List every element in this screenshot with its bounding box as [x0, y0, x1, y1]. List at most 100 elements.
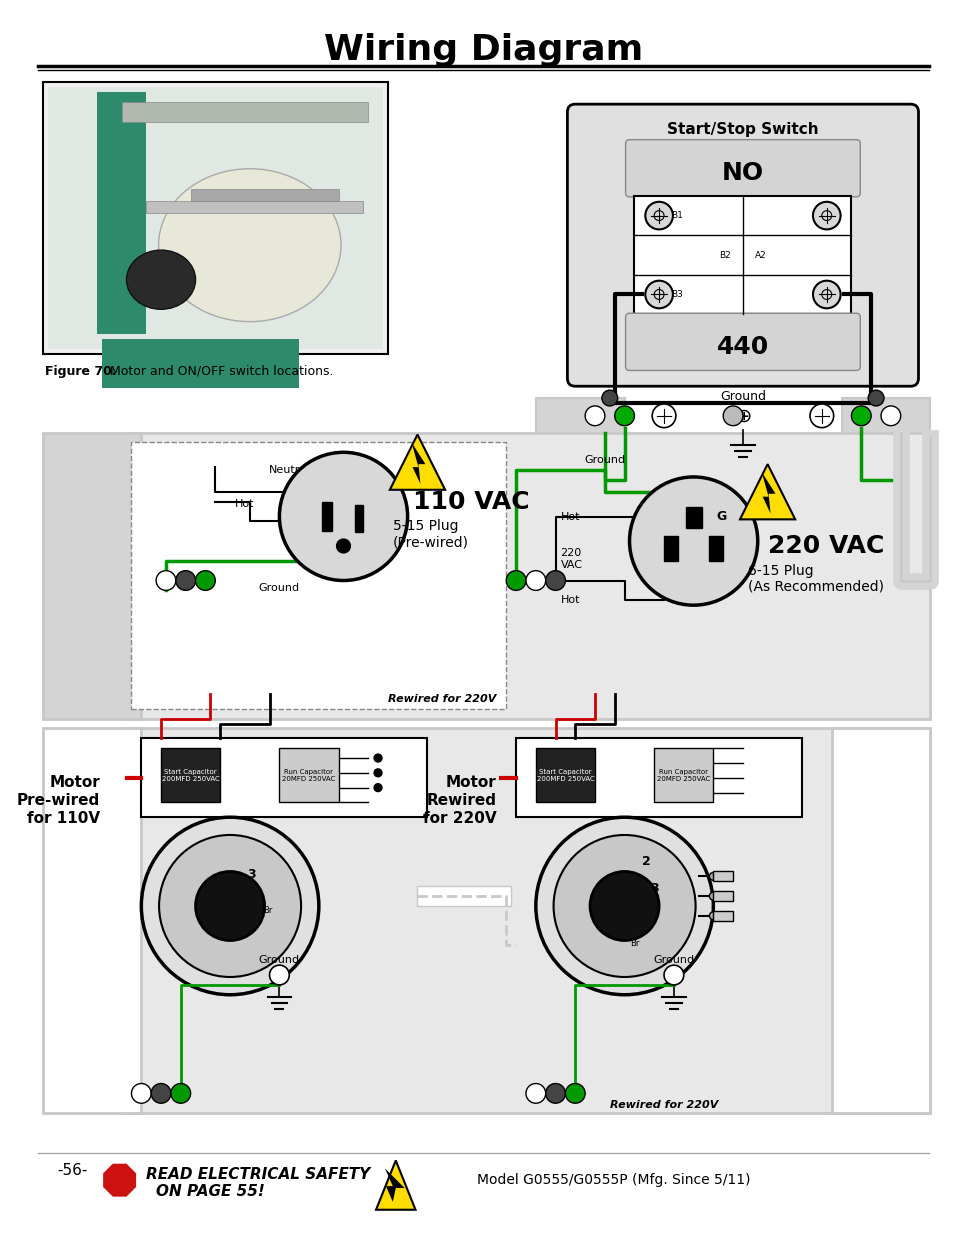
Text: Ground: Ground [583, 456, 625, 466]
Bar [279, 748, 338, 803]
Bar [536, 748, 595, 803]
Circle shape [141, 818, 318, 994]
Text: 2: 2 [641, 855, 650, 868]
Circle shape [722, 406, 742, 426]
Text: A1: A1 [820, 211, 832, 220]
Circle shape [374, 769, 381, 777]
Text: (As Recommended): (As Recommended) [747, 579, 882, 594]
Text: Gn: Gn [511, 578, 520, 583]
Bar [831, 729, 929, 1113]
Circle shape [156, 571, 175, 590]
Text: Bk: Bk [551, 578, 559, 583]
Text: Gn: Gn [200, 578, 211, 583]
Circle shape [709, 872, 717, 881]
Text: Start/Stop Switch: Start/Stop Switch [666, 122, 818, 137]
Circle shape [709, 892, 717, 900]
Circle shape [132, 1083, 151, 1103]
Circle shape [506, 571, 525, 590]
Circle shape [812, 201, 840, 230]
Text: Ground: Ground [258, 955, 299, 966]
Text: Model G0555/G0555P (Mfg. Since 5/11): Model G0555/G0555P (Mfg. Since 5/11) [476, 1173, 749, 1187]
Circle shape [584, 406, 604, 426]
Circle shape [644, 280, 672, 309]
Circle shape [336, 540, 350, 553]
Circle shape [374, 755, 381, 762]
Circle shape [195, 571, 215, 590]
Text: 440: 440 [716, 335, 768, 359]
Text: ON PAGE 55!: ON PAGE 55! [156, 1184, 265, 1199]
Polygon shape [411, 442, 425, 484]
Bar [127, 729, 929, 1113]
Text: A3: A3 [820, 290, 832, 299]
Text: B3: B3 [670, 290, 682, 299]
Circle shape [867, 390, 883, 406]
Text: STOP: STOP [106, 1176, 133, 1184]
Polygon shape [740, 464, 795, 520]
Text: Rewired for 220V: Rewired for 220V [388, 694, 496, 704]
Bar [713, 892, 732, 902]
Bar [121, 103, 368, 122]
Circle shape [811, 406, 831, 426]
Text: B1: B1 [670, 211, 682, 220]
Text: Rewired: Rewired [426, 793, 496, 808]
Circle shape [175, 571, 195, 590]
Text: Br: Br [629, 939, 639, 948]
Circle shape [525, 1083, 545, 1103]
Polygon shape [384, 1168, 404, 1202]
Text: -56-: -56- [57, 1163, 88, 1178]
Text: ⊕: ⊕ [734, 406, 750, 425]
Text: Ground: Ground [720, 389, 765, 403]
Text: Br: Br [263, 906, 272, 915]
Text: Bk: Bk [181, 578, 190, 583]
Bar [663, 536, 678, 561]
Bar [516, 739, 801, 818]
Bar [713, 911, 732, 921]
Bar [43, 432, 141, 719]
Bar [146, 201, 363, 212]
Text: Bk: Bk [551, 1091, 559, 1097]
Text: Start Capacitor
200MFD 250VAC: Start Capacitor 200MFD 250VAC [536, 769, 594, 782]
Text: NO: NO [721, 162, 763, 185]
Text: Motor: Motor [50, 776, 100, 790]
Text: B2: B2 [719, 251, 730, 259]
Text: 220 VAC: 220 VAC [767, 534, 883, 558]
Text: Wt: Wt [590, 412, 599, 419]
FancyBboxPatch shape [567, 104, 918, 387]
Polygon shape [375, 1161, 416, 1210]
Circle shape [195, 872, 264, 941]
Text: 6-15 Plug: 6-15 Plug [747, 563, 813, 578]
Circle shape [663, 966, 683, 984]
Circle shape [536, 818, 713, 994]
Text: Run Capacitor
20MFD 250VAC: Run Capacitor 20MFD 250VAC [657, 769, 710, 782]
Text: Wt: Wt [531, 1091, 540, 1097]
Bar [191, 189, 338, 201]
Text: 1: 1 [624, 904, 633, 918]
Circle shape [850, 406, 870, 426]
Text: 110 VAC: 110 VAC [412, 489, 529, 514]
Bar [102, 338, 299, 388]
Circle shape [545, 571, 565, 590]
Circle shape [151, 1083, 171, 1103]
Text: 4: 4 [204, 904, 213, 918]
Text: 1: 1 [231, 882, 239, 894]
Text: Bk: Bk [156, 1091, 165, 1097]
Bar [355, 505, 363, 532]
Bar [709, 536, 722, 561]
Text: (Pre-wired): (Pre-wired) [393, 535, 468, 550]
Circle shape [652, 404, 675, 427]
Text: Neutral: Neutral [269, 466, 310, 475]
Circle shape [880, 406, 900, 426]
Text: Gn: Gn [856, 412, 865, 419]
Text: Figure 70.: Figure 70. [45, 364, 116, 378]
Text: Pre-wired: Pre-wired [16, 793, 100, 808]
Text: Run Capacitor
20MFD 250VAC: Run Capacitor 20MFD 250VAC [282, 769, 335, 782]
Text: 3: 3 [247, 868, 255, 881]
Text: Ground: Ground [258, 583, 299, 593]
Text: Motor and ON/OFF switch locations.: Motor and ON/OFF switch locations. [106, 364, 333, 378]
Bar [141, 739, 427, 818]
Circle shape [565, 1083, 584, 1103]
Polygon shape [390, 435, 445, 490]
FancyBboxPatch shape [625, 140, 860, 196]
Bar [321, 501, 332, 531]
Text: 220
VAC: 220 VAC [560, 548, 582, 569]
